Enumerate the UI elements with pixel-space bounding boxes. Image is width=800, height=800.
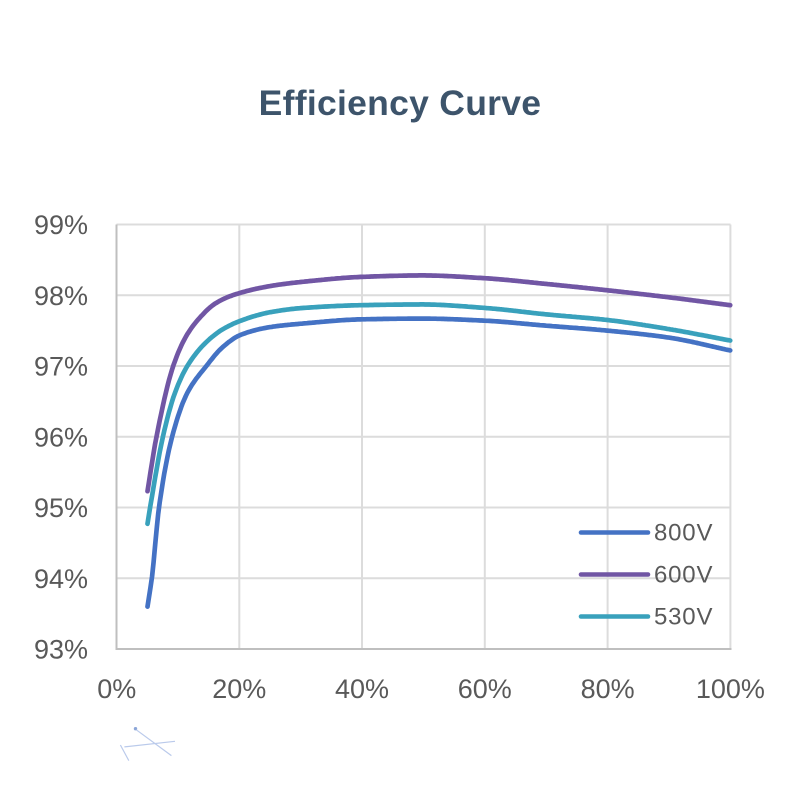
svg-text:600V: 600V	[654, 562, 713, 589]
svg-text:20%: 20%	[212, 674, 266, 704]
svg-text:100%: 100%	[696, 674, 765, 704]
svg-text:0%: 0%	[97, 674, 136, 704]
svg-text:99%: 99%	[34, 210, 88, 240]
svg-text:95%: 95%	[34, 493, 88, 523]
svg-text:40%: 40%	[335, 674, 389, 704]
svg-text:60%: 60%	[458, 674, 512, 704]
svg-text:80%: 80%	[581, 674, 635, 704]
svg-text:530V: 530V	[654, 604, 713, 631]
svg-text:Efficiency Curve: Efficiency Curve	[259, 83, 542, 123]
svg-text:94%: 94%	[34, 564, 88, 594]
svg-text:97%: 97%	[34, 352, 88, 382]
svg-text:800V: 800V	[654, 520, 713, 547]
svg-text:98%: 98%	[34, 281, 88, 311]
svg-text:93%: 93%	[34, 635, 88, 665]
svg-text:96%: 96%	[34, 422, 88, 452]
